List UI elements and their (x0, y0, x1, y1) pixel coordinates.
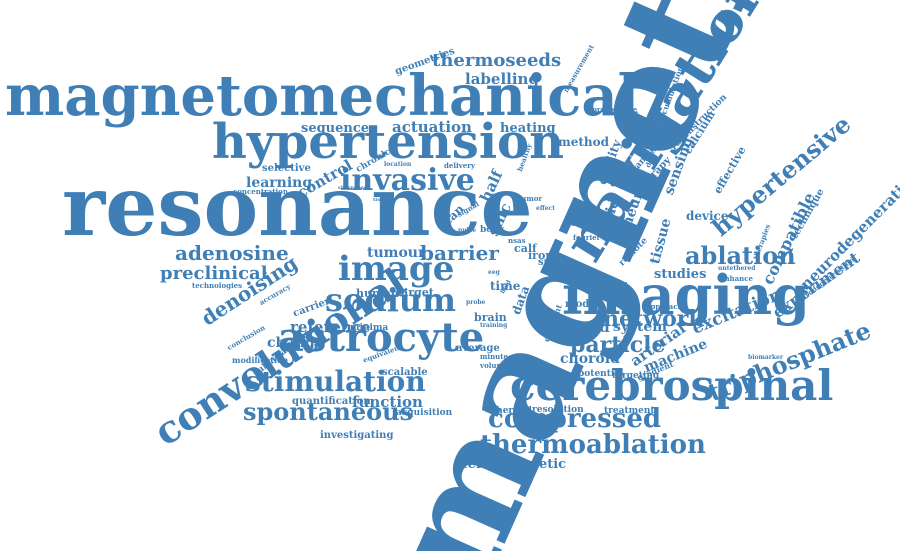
word-magnetomechanical: magnetomechanical (5, 63, 639, 129)
word-calf: calf (514, 242, 537, 255)
word-thermoablation: thermoablation (480, 430, 706, 460)
word-technologies: technologies (192, 281, 243, 290)
word-targeting: targeting (612, 371, 660, 381)
word-biomarker: biomarker (748, 354, 784, 361)
word-sharpness: sharpness (338, 185, 367, 191)
word-pulse: pulse (458, 227, 477, 234)
word-investigating: investigating (320, 430, 394, 441)
word-tumor: tumor (518, 194, 543, 203)
word-astrocyte: astrocyte (278, 314, 485, 361)
word-cerebrospinal: cerebrospinal (510, 361, 834, 410)
word-quantification: quantification (292, 396, 371, 407)
word-learning: learning (246, 175, 313, 191)
word-time: time (490, 279, 521, 293)
word-nsas: nsas (508, 236, 526, 245)
word-change: change (267, 335, 324, 351)
word-probe: probe (466, 299, 486, 306)
word-thermoseeds: thermoseeds (432, 50, 562, 71)
word-result: result (574, 215, 591, 221)
word-studies: studies (654, 267, 707, 282)
word-neurodegenerative: neurodegenerative (796, 168, 900, 294)
word-model: model (565, 299, 600, 310)
word-iron: iron (528, 249, 554, 262)
word-invasive: invasive (340, 163, 475, 198)
word-sequence: sequence (301, 121, 370, 136)
word-network: network (603, 306, 704, 332)
word-acquisition: acquisition (396, 408, 453, 418)
word-approach: approach (646, 302, 683, 311)
word-human: human (356, 287, 399, 300)
word-effect: effect (536, 205, 555, 212)
word-function: function (352, 393, 423, 411)
word-adenosine: adenosine (175, 241, 289, 265)
word-spin: spin (538, 257, 562, 268)
word-tissues: tissues (373, 197, 393, 203)
word-method: method (558, 135, 609, 149)
word-heating: heating (500, 121, 556, 136)
word-volume: volume (480, 361, 509, 370)
word-novel: novel (564, 219, 591, 229)
word-stimulation: stimulation (245, 365, 426, 398)
word-resonance: resonance (62, 159, 533, 255)
word-treatment: treatment (604, 406, 655, 416)
word-reference: reference (290, 318, 371, 336)
word-labelling: labelling (465, 70, 539, 88)
word-thermal: thermal (492, 406, 532, 416)
word-sodium: sodium (325, 281, 457, 319)
word-system: system (613, 319, 668, 335)
word-choroid: choroid (560, 351, 620, 367)
word-untethered: untethered (718, 265, 756, 272)
word-eeg: eeg (488, 269, 500, 276)
word-image: image (338, 249, 455, 289)
word-target: target (396, 286, 434, 299)
word-deliver: deliver (600, 279, 627, 288)
word-delivery: delivery (444, 161, 475, 170)
word-scalable: scalable (382, 367, 428, 378)
word-modification: modification (232, 355, 289, 365)
word-training: training (480, 322, 508, 329)
word-preclinical: preclinical (160, 263, 268, 284)
word-selective: selective (262, 163, 311, 174)
word-compressed: compressed (488, 404, 662, 434)
word-enhance: enhance (720, 274, 753, 283)
word-ferromagnetic: ferromagnetic (462, 457, 567, 472)
word-fourier: fourier (573, 233, 601, 242)
word-actuation: actuation (392, 118, 472, 136)
word-potential: potential (578, 369, 624, 379)
word-prospective: prospective (592, 105, 638, 114)
word-blood: blood (563, 318, 610, 336)
word-ablation: ablation (685, 241, 796, 270)
word-location: location (384, 161, 412, 168)
word-minute: minute (480, 352, 508, 361)
word-concentration: concentration (233, 187, 288, 196)
word-average: average (456, 343, 500, 354)
word-imaging: imaging (562, 263, 810, 327)
word-barrier: barrier (420, 241, 499, 265)
word-tumour: tumour (367, 245, 426, 261)
word-spontaneous: spontaneous (243, 397, 414, 426)
word-resolution: resolution (532, 405, 584, 415)
word-device: device (686, 209, 729, 223)
word-body: body (480, 225, 504, 235)
word-hypertension: hypertension (212, 114, 564, 170)
word-brain: brain (474, 311, 507, 324)
word-particle: particle (570, 332, 666, 358)
word-minima: minima (350, 323, 389, 333)
